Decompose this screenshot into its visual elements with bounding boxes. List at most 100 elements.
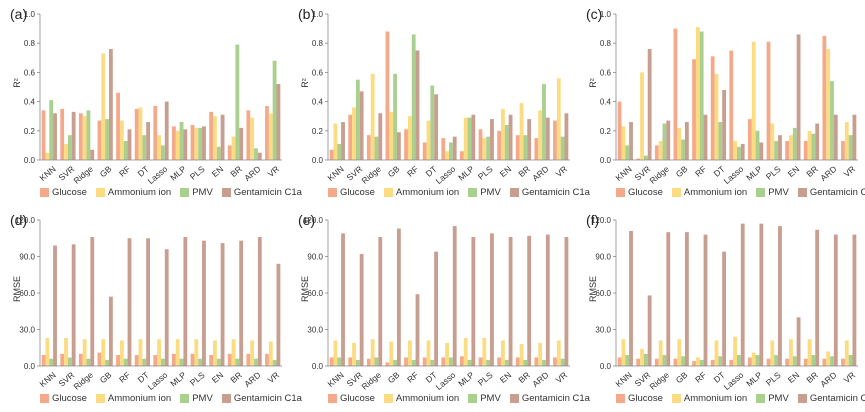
x-tick-label: VR — [842, 370, 857, 385]
y-tick-label: 0.0 — [600, 156, 612, 165]
bar — [60, 108, 65, 160]
bar — [374, 357, 379, 366]
y-tick-label: 1.0 — [312, 10, 324, 19]
chart-panel: (b) R² 0.0 0.2 0.4 0.6 0.8 1.0 KNN SVR Ridge GB RF DT… — [288, 0, 590, 206]
legend-item: Glucose — [616, 393, 663, 404]
bar — [246, 353, 251, 366]
bar — [430, 359, 435, 366]
bar — [179, 358, 184, 366]
legend-swatch — [756, 187, 766, 197]
y-tick-label: 0.4 — [24, 98, 36, 107]
bar — [422, 357, 427, 366]
bar — [755, 130, 760, 160]
legend-item: PMV — [756, 187, 789, 198]
bar — [519, 344, 524, 366]
bar — [710, 56, 715, 161]
bar — [515, 357, 520, 366]
bar — [681, 139, 685, 160]
legend-swatch — [180, 393, 190, 403]
bar — [703, 114, 708, 160]
x-tick-label: EN — [786, 370, 801, 385]
y-tick-label: 120.0 — [303, 216, 324, 225]
bar — [209, 111, 214, 160]
bar — [239, 127, 244, 160]
legend-item: Gentamicin C1a — [797, 392, 865, 404]
legend-item: PMV — [468, 187, 501, 198]
bar — [452, 136, 457, 160]
x-tick-label: VR — [266, 370, 281, 385]
x-tick-label: BR — [804, 164, 819, 179]
bar — [337, 143, 342, 160]
bar — [815, 123, 820, 160]
legend-item: Glucose — [616, 187, 663, 198]
y-tick-label: 60.0 — [19, 289, 35, 298]
legend-label: Ammonium ion — [107, 186, 172, 198]
bar — [621, 339, 626, 366]
bar — [699, 31, 704, 160]
bar — [718, 122, 723, 160]
bar — [747, 357, 752, 366]
bar — [194, 127, 199, 160]
legend-swatch — [468, 393, 478, 403]
bar — [389, 111, 394, 160]
bar — [523, 135, 528, 160]
bar — [105, 119, 109, 160]
bar — [171, 353, 176, 366]
bar — [254, 148, 258, 160]
y-tick-label: 1.0 — [24, 10, 36, 19]
legend-label: Gentamicin C1a — [809, 392, 865, 404]
bar — [737, 355, 741, 366]
legend-swatch — [616, 187, 625, 197]
bar — [216, 146, 221, 160]
x-tick-label: Lasso — [434, 370, 458, 392]
bar — [534, 357, 539, 366]
bar — [553, 357, 557, 366]
legend-item: Ammonium ion — [383, 393, 459, 404]
bar — [844, 122, 849, 160]
panel-label: (a) — [10, 6, 28, 22]
y-tick-label: 0.6 — [600, 68, 612, 77]
bar — [90, 149, 95, 160]
legend-label: Glucose — [340, 186, 375, 198]
bar — [359, 91, 364, 160]
bar — [64, 143, 68, 160]
bar — [426, 120, 431, 160]
x-tick-label: Lasso — [722, 164, 746, 186]
bar — [486, 136, 491, 160]
x-tick-label: Ridge — [359, 370, 383, 392]
bar — [449, 357, 453, 366]
bar — [276, 84, 281, 160]
bar — [718, 356, 723, 366]
legend-item: PMV — [468, 393, 501, 404]
bar — [90, 237, 95, 366]
bar — [415, 50, 420, 160]
bar — [703, 234, 708, 366]
legend-swatch — [671, 187, 681, 197]
bar — [220, 243, 225, 366]
bar — [175, 339, 180, 366]
panel-label: (c) — [586, 6, 603, 22]
bar — [751, 352, 756, 366]
x-tick-label: GB — [386, 370, 402, 386]
legend-item: Ammonium ion — [671, 393, 747, 404]
y-tick-label: 90.0 — [307, 253, 323, 262]
bar — [183, 129, 188, 160]
bar — [807, 339, 812, 366]
bar — [666, 232, 671, 366]
chart-panel: (d) RMSE 0.0 30.0 60.0 90.0 120.0 KNN SVR Ridge GB… — [0, 206, 302, 412]
x-tick-label: GB — [98, 164, 114, 180]
y-tick-label: 120.0 — [591, 216, 612, 225]
bar — [729, 359, 734, 366]
bar — [714, 340, 719, 366]
bar — [629, 230, 633, 366]
legend-item: Glucose — [40, 187, 87, 198]
bar — [411, 359, 416, 366]
bar — [459, 356, 464, 366]
bar — [733, 336, 737, 366]
bar — [53, 113, 57, 160]
bar — [86, 110, 91, 160]
bar — [422, 142, 427, 160]
bar — [198, 127, 203, 160]
